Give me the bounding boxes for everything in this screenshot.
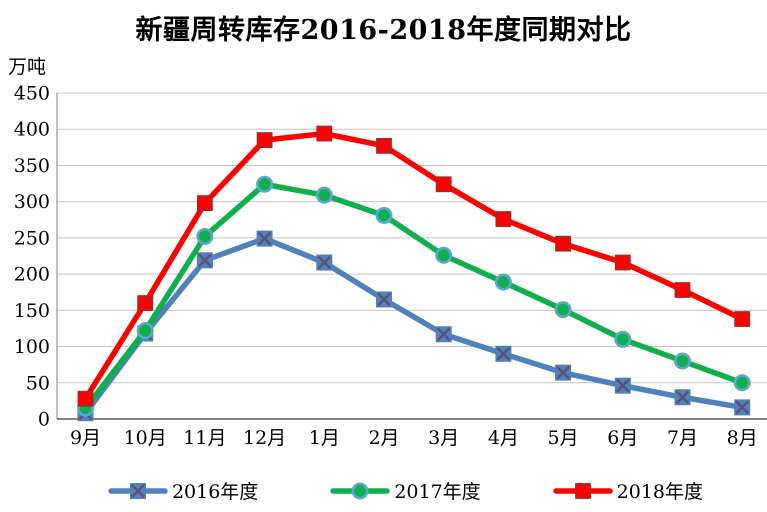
legend-swatch-2018: [552, 482, 613, 499]
svg-text:150: 150: [14, 300, 50, 322]
svg-text:400: 400: [14, 119, 50, 141]
svg-text:450: 450: [14, 83, 50, 105]
svg-text:3月: 3月: [428, 427, 459, 449]
svg-text:100: 100: [14, 336, 50, 358]
svg-text:50: 50: [26, 372, 50, 394]
legend-label-2017: 2017年度: [394, 481, 481, 503]
legend-label-2016: 2016年度: [171, 481, 259, 503]
series-2017年度: [77, 175, 751, 417]
svg-text:6月: 6月: [607, 427, 638, 449]
svg-text:9月: 9月: [70, 427, 101, 449]
svg-text:350: 350: [14, 155, 50, 177]
series-2016年度: [77, 230, 751, 422]
svg-text:4月: 4月: [488, 427, 519, 449]
legend-swatch-2016: [108, 482, 168, 499]
chart-legend: 2016年度 2017年度 2018年度: [22, 477, 767, 504]
legend-label-2018: 2018年度: [616, 481, 704, 503]
y-axis-unit-label: 万吨: [8, 56, 47, 78]
svg-text:250: 250: [14, 227, 50, 249]
svg-text:11月: 11月: [183, 427, 226, 449]
series-2018年度: [77, 125, 751, 407]
svg-text:200: 200: [14, 264, 50, 286]
chart-title: 新疆周转库存2016-2018年度同期对比: [135, 15, 632, 46]
svg-text:10月: 10月: [124, 427, 167, 449]
svg-text:7月: 7月: [667, 427, 698, 449]
svg-text:8月: 8月: [727, 427, 758, 449]
svg-text:2月: 2月: [368, 427, 399, 449]
svg-text:0: 0: [38, 409, 50, 431]
legend-item-2018: 2018年度: [552, 477, 704, 504]
legend-swatch-2017: [330, 482, 391, 499]
svg-text:12月: 12月: [243, 427, 286, 449]
svg-text:300: 300: [14, 191, 50, 213]
legend-item-2017: 2017年度: [330, 477, 481, 504]
svg-text:1月: 1月: [309, 427, 340, 449]
legend-item-2016: 2016年度: [108, 477, 258, 504]
svg-text:5月: 5月: [548, 427, 579, 449]
